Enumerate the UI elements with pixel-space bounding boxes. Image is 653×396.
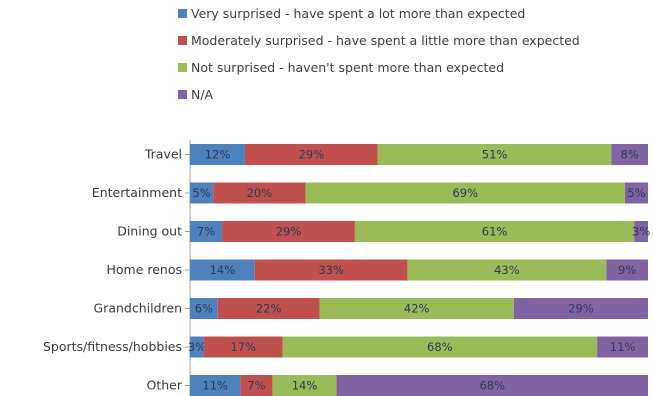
bar-segment <box>272 375 337 396</box>
data-label: 8% <box>621 148 639 162</box>
bar-segment <box>634 221 648 242</box>
bar-segment <box>407 259 607 281</box>
legend-label-3: Not surprised - haven't spent more than … <box>191 60 504 75</box>
data-label: 5% <box>192 186 210 200</box>
legend-label-2: Moderately surprised - have spent a litt… <box>191 33 580 48</box>
bar-segment <box>240 375 273 396</box>
data-label: 29% <box>568 302 594 316</box>
bar-segment <box>319 298 514 319</box>
data-label: 68% <box>479 379 505 393</box>
data-label: 29% <box>299 148 325 162</box>
bar-segment <box>190 221 223 242</box>
category-label: Home renos <box>106 262 182 277</box>
bar-segment <box>282 336 598 358</box>
bar-segment <box>597 336 648 358</box>
bar-segment <box>203 336 283 358</box>
bar-segment <box>513 298 648 319</box>
data-label: 33% <box>318 263 344 277</box>
category-label: Entertainment <box>92 185 182 200</box>
bar-segment <box>305 182 625 204</box>
bar-segment <box>354 221 635 242</box>
data-label: 61% <box>482 225 508 239</box>
bar-segment <box>213 182 306 204</box>
data-label: 42% <box>404 302 430 316</box>
legend: Very surprised - have spent a lot more t… <box>178 6 580 102</box>
bar-segment <box>254 259 408 281</box>
bar-segment <box>336 375 648 396</box>
data-label: 3% <box>188 340 206 354</box>
bar-segment <box>222 221 355 242</box>
data-label: 11% <box>610 340 636 354</box>
bar-segment <box>190 375 241 396</box>
category-label: Other <box>147 378 183 393</box>
data-label: 14% <box>292 379 318 393</box>
data-label: 14% <box>210 263 236 277</box>
legend-swatch-3 <box>178 63 187 72</box>
bars: 12% 29% 51% 8% 5% 20% 69% 5% 7% 29% 61% 3% 14% 33% 43%… <box>188 144 650 396</box>
legend-label-4: N/A <box>191 87 214 102</box>
bar-segment <box>624 182 648 204</box>
category-axis: Travel Entertainment Dining out Home renos G… <box>43 140 191 396</box>
bar-segment <box>190 182 214 204</box>
bar-segment <box>377 144 612 165</box>
data-label: 51% <box>482 148 508 162</box>
data-label: 68% <box>427 340 453 354</box>
data-label: 17% <box>230 340 256 354</box>
data-label: 7% <box>197 225 215 239</box>
data-label: 20% <box>247 186 273 200</box>
bar-segment <box>244 144 378 165</box>
legend-swatch-4 <box>178 90 187 99</box>
bar-segment <box>190 144 245 165</box>
bar-segment <box>217 298 320 319</box>
bar-segment <box>190 298 218 319</box>
data-label: 69% <box>452 186 478 200</box>
category-label: Travel <box>144 147 182 162</box>
data-label: 5% <box>627 186 645 200</box>
data-label: 9% <box>618 263 636 277</box>
legend-swatch-1 <box>178 9 187 18</box>
bar-segment <box>606 259 648 281</box>
category-label: Grandchildren <box>94 301 183 316</box>
category-label: Sports/fitness/hobbies <box>43 339 182 354</box>
legend-swatch-2 <box>178 36 187 45</box>
data-label: 43% <box>494 263 520 277</box>
data-label: 3% <box>632 225 650 239</box>
data-label: 29% <box>276 225 302 239</box>
data-label: 12% <box>205 148 231 162</box>
data-label: 11% <box>202 379 228 393</box>
bar-segment <box>190 336 204 358</box>
data-label: 22% <box>256 302 282 316</box>
data-label: 7% <box>247 379 265 393</box>
category-label: Dining out <box>117 224 182 239</box>
legend-label-1: Very surprised - have spent a lot more t… <box>191 6 525 21</box>
bar-segment <box>190 259 255 281</box>
bar-segment <box>611 144 648 165</box>
data-label: 6% <box>195 302 213 316</box>
